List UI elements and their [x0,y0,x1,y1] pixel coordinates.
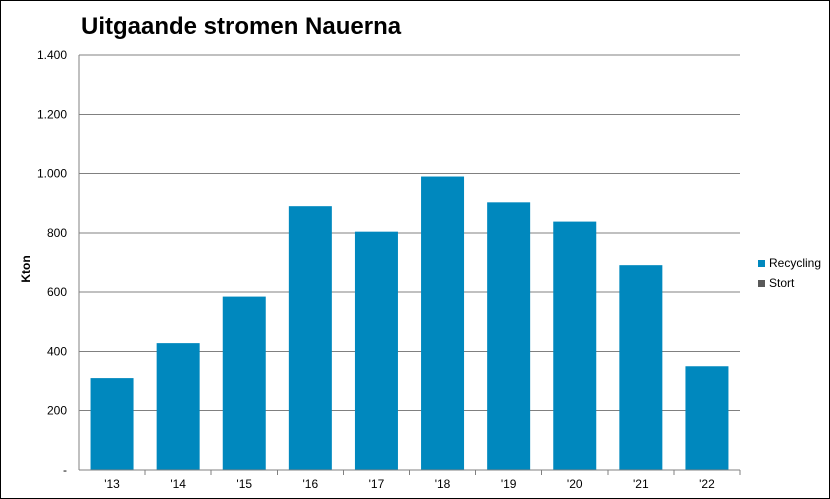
bar-recycling [619,265,663,470]
bar-recycling [421,176,465,471]
y-tick-label: 200 [47,404,67,418]
x-tick-label: '19 [501,477,517,491]
x-tick-label: '16 [303,477,319,491]
bar-recycling [354,231,398,470]
legend-item: Recycling [758,253,821,273]
legend-label: Recycling [769,256,822,270]
bar-recycling [288,206,332,470]
x-tick-label: '15 [236,477,252,491]
x-tick-label: '21 [633,477,649,491]
x-tick-label: '13 [104,477,120,491]
bar-recycling [685,366,729,470]
legend: Recycling Stort [758,253,821,293]
y-tick-label: 600 [47,285,67,299]
bar-recycling [156,343,200,470]
y-axis-title: Kton [19,255,33,282]
legend-swatch [758,259,765,267]
bar-recycling [90,378,134,470]
x-tick-label: '22 [699,477,715,491]
legend-swatch [758,279,765,287]
legend-item: Stort [758,273,821,293]
bar-recycling [222,296,266,470]
x-tick-label: '14 [170,477,186,491]
legend-label: Stort [769,276,795,290]
y-tick-label: 1.400 [37,48,67,62]
chart-title: Uitgaande stromen Nauerna [81,13,402,40]
y-tick-label: 1.000 [37,167,67,181]
y-tick-label: 800 [47,226,67,240]
bar-recycling [487,202,531,470]
bars [90,176,729,471]
y-tick-label: 1.200 [37,107,67,121]
axes: - 200 400 600 800 1.000 1.200 1.400 '13 '14 '15 '16… [37,48,741,491]
x-tick-label: '17 [369,477,385,491]
y-tick-label: - [63,463,67,477]
y-tick-label: 400 [47,344,67,358]
x-tick-label: '18 [435,477,451,491]
bar-recycling [553,221,597,470]
x-tick-label: '20 [567,477,583,491]
